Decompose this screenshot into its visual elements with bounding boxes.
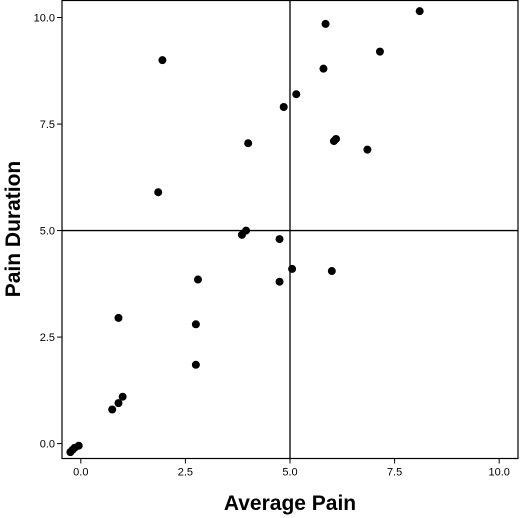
x-tick-label: 5.0 bbox=[282, 467, 297, 479]
data-point bbox=[242, 226, 251, 235]
data-point bbox=[191, 360, 200, 369]
x-tick-label: 0.0 bbox=[73, 467, 88, 479]
data-point bbox=[118, 392, 127, 401]
y-axis-title: Pain Duration bbox=[2, 161, 25, 298]
data-point bbox=[158, 56, 167, 65]
data-point bbox=[108, 405, 117, 414]
data-point bbox=[332, 134, 341, 143]
data-point bbox=[288, 264, 297, 273]
data-point bbox=[319, 64, 328, 73]
data-point bbox=[191, 320, 200, 329]
data-point bbox=[279, 103, 288, 112]
data-point bbox=[415, 7, 424, 16]
data-point bbox=[327, 267, 336, 276]
data-point bbox=[275, 235, 284, 244]
axis-ticks: 0.0 2.5 5.0 7.5 10.0 0.0 2.5 5.0 7.5 10.0 bbox=[34, 13, 510, 479]
data-point bbox=[114, 399, 123, 408]
data-point bbox=[292, 90, 301, 99]
reference-lines bbox=[62, 0, 518, 459]
y-tick-label: 10.0 bbox=[34, 13, 55, 25]
data-point bbox=[244, 139, 253, 148]
data-point bbox=[114, 313, 123, 322]
data-point bbox=[154, 188, 163, 197]
x-tick-label: 10.0 bbox=[488, 467, 509, 479]
data-point bbox=[66, 448, 75, 457]
data-point bbox=[363, 145, 372, 154]
x-tick-label: 2.5 bbox=[178, 467, 193, 479]
y-tick-label: 7.5 bbox=[40, 119, 55, 131]
x-tick-label: 7.5 bbox=[387, 467, 402, 479]
y-tick-label: 2.5 bbox=[40, 332, 55, 344]
data-point bbox=[375, 47, 384, 56]
data-point bbox=[321, 19, 330, 28]
x-axis-title: Average Pain bbox=[224, 492, 356, 515]
data-point bbox=[275, 277, 284, 286]
y-tick-label: 0.0 bbox=[40, 439, 55, 451]
y-tick-label: 5.0 bbox=[40, 226, 55, 238]
data-point bbox=[193, 275, 202, 284]
data-points bbox=[66, 7, 424, 457]
